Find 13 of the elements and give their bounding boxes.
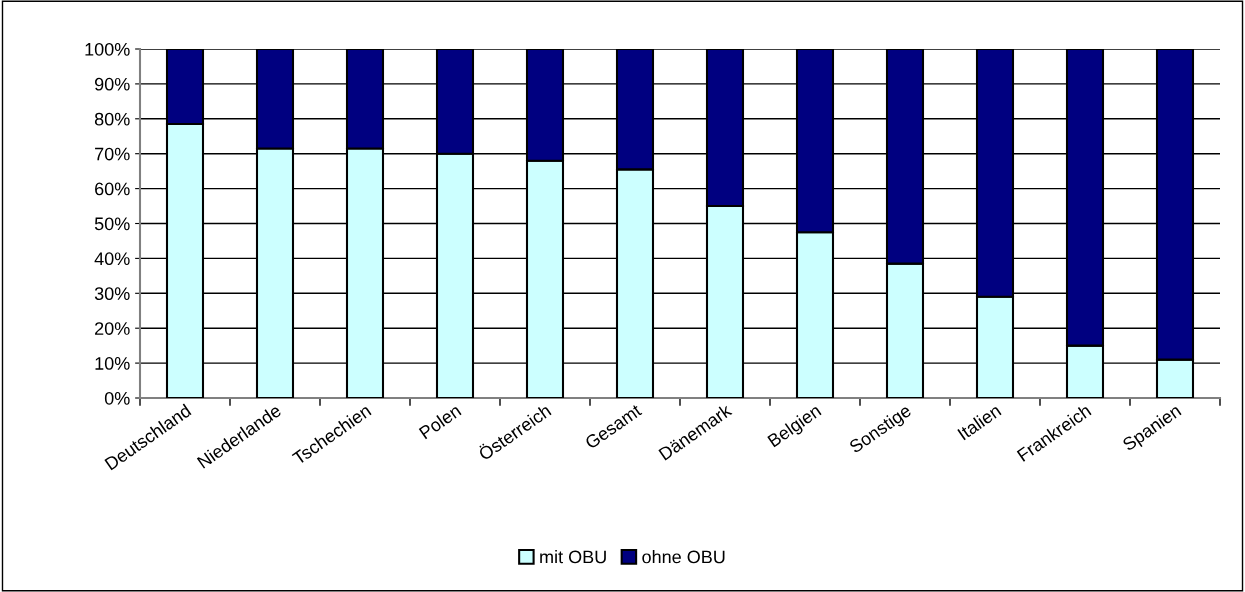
y-tick-label: 30% bbox=[94, 287, 130, 301]
y-tick-label: 10% bbox=[95, 357, 130, 370]
y-tick-label: 70% bbox=[95, 147, 130, 161]
y-tick-label: 90% bbox=[94, 77, 130, 91]
y-tick-label: 20% bbox=[95, 322, 130, 335]
y-tick-label: 50% bbox=[94, 217, 130, 231]
legend-label: ohne OBU bbox=[642, 550, 725, 564]
y-tick-label: 80% bbox=[94, 112, 130, 126]
y-tick-label: 0% bbox=[104, 391, 130, 405]
y-tick-label: 60% bbox=[95, 182, 130, 196]
legend-label: mit OBU bbox=[540, 550, 606, 564]
y-tick-label: 100% bbox=[85, 42, 130, 56]
y-tick-label: 40% bbox=[94, 252, 130, 266]
